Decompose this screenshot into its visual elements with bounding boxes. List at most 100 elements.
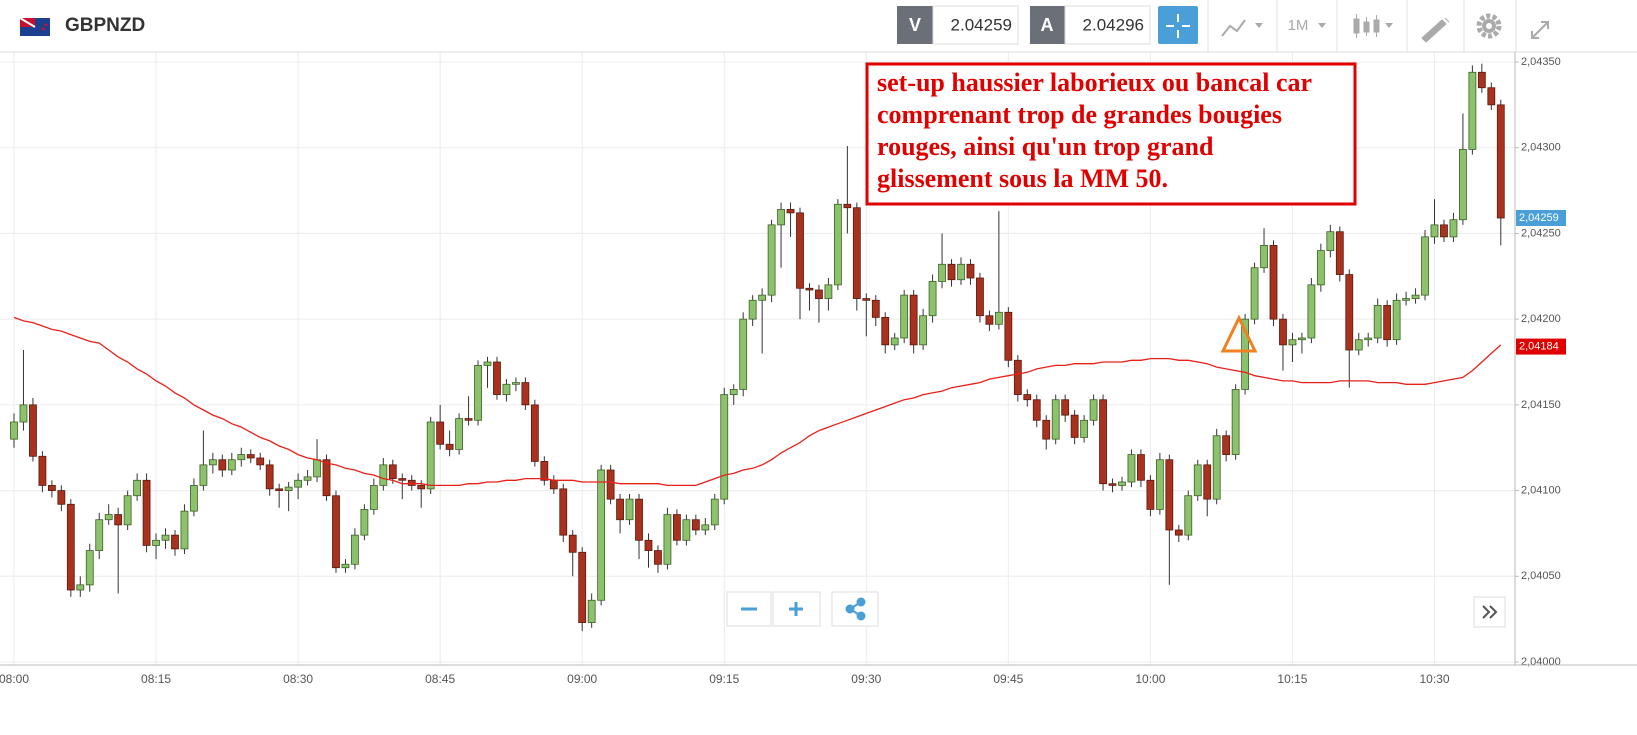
candle-body (720, 394, 729, 500)
candle-body (417, 485, 426, 490)
zoom-controls (726, 591, 879, 627)
candle-body (38, 455, 47, 486)
timeframe-caret (1318, 23, 1326, 28)
x-tick-label: 10:00 (1135, 672, 1165, 686)
bid-box[interactable] (932, 5, 1019, 45)
candle-body (398, 478, 407, 481)
candle-body (549, 479, 558, 490)
candle-body (1411, 294, 1420, 299)
candle-body (682, 519, 691, 541)
share-button[interactable] (831, 591, 879, 627)
candle-body (1137, 454, 1145, 481)
draw-button[interactable] (1421, 17, 1450, 43)
x-tick-label: 09:30 (851, 672, 881, 686)
candle-body (493, 361, 501, 395)
settings-button[interactable] (1476, 13, 1502, 39)
x-tick-label: 10:30 (1419, 672, 1449, 686)
candle-body (1099, 399, 1107, 485)
timeframe[interactable]: 1M (1288, 17, 1309, 34)
candle-body (237, 454, 246, 461)
bid-button[interactable] (897, 6, 933, 44)
candle-body (1326, 231, 1335, 251)
ask-box[interactable] (1064, 5, 1151, 45)
candle-body (654, 550, 662, 565)
bid-label: V (909, 15, 921, 35)
x-tick-label: 09:00 (567, 672, 597, 686)
candle-body (1392, 299, 1401, 341)
candle-body (796, 212, 804, 289)
candle-body (332, 495, 340, 569)
candle-body (1089, 399, 1098, 421)
y-tick-label: 2,04300 (1521, 142, 1561, 154)
candle-body (578, 551, 587, 623)
symbol: GBPNZD (65, 15, 145, 36)
candle-body (1146, 479, 1155, 510)
candle-body (521, 382, 530, 406)
candle-body (47, 485, 56, 491)
candle-body (379, 464, 388, 486)
candle-body (1250, 267, 1259, 320)
candle-body (881, 317, 890, 346)
candle-body (852, 207, 861, 299)
candle-body (1061, 399, 1070, 416)
x-tick-label: 10:15 (1277, 672, 1307, 686)
candle-body (19, 404, 28, 423)
annotation-box (865, 62, 1357, 206)
candle-body (1231, 389, 1240, 455)
candle-body (1260, 245, 1268, 269)
candle-body (483, 361, 492, 366)
candle-body (1070, 414, 1079, 438)
candle-body (928, 281, 937, 317)
x-tick-label: 09:15 (709, 672, 739, 686)
candle-body (701, 524, 710, 531)
share-icon (845, 597, 866, 621)
ask-label: A (1041, 15, 1054, 35)
candle-body (104, 514, 113, 521)
candle-body (805, 287, 814, 291)
candle-body (1373, 305, 1382, 339)
candle-body (161, 534, 170, 541)
candle-body (644, 539, 653, 551)
candle-body (445, 443, 454, 450)
plot: 2,04259 2,04184 (10, 63, 1566, 632)
candle-body (407, 479, 416, 486)
candle-body (909, 294, 918, 346)
candle-body (436, 421, 445, 445)
candle-body (1032, 399, 1041, 421)
candle-body (748, 299, 757, 320)
candle-body (1459, 149, 1467, 221)
candle-body (152, 539, 160, 546)
candle-body (616, 498, 624, 521)
candle-body (123, 495, 132, 526)
toolbar-separators (1207, 0, 1517, 52)
candle-body (1013, 359, 1022, 395)
candle-body (1222, 435, 1231, 455)
candle-body (284, 486, 293, 491)
candle-body (966, 263, 975, 279)
candle-body (10, 421, 18, 440)
candle-body (1440, 224, 1448, 238)
chart-type-button[interactable] (1221, 19, 1263, 37)
ask-button[interactable] (1030, 6, 1065, 44)
crosshair-button[interactable] (1158, 6, 1198, 44)
x-tick-label: 09:45 (993, 672, 1023, 686)
candle-body (369, 485, 378, 510)
candle-body (1174, 529, 1183, 536)
y-tick-label: 2,04200 (1521, 313, 1561, 325)
candle-body (691, 519, 700, 531)
price-marker-label: 2,04259 (1519, 212, 1559, 224)
candle-body (426, 421, 435, 490)
candle-body (587, 599, 596, 623)
signal-triangle (1220, 314, 1258, 353)
candle-body (833, 203, 842, 286)
candle-body (341, 563, 350, 569)
zoom-in-icon (789, 602, 803, 616)
y-tick-label: 2,04050 (1521, 570, 1561, 582)
candle-body (180, 510, 189, 550)
candle-body (322, 459, 331, 497)
candle-body (663, 514, 672, 565)
fullscreen-button[interactable] (1531, 21, 1549, 39)
candle-type-button[interactable] (1353, 14, 1393, 38)
candle-body (777, 209, 785, 226)
